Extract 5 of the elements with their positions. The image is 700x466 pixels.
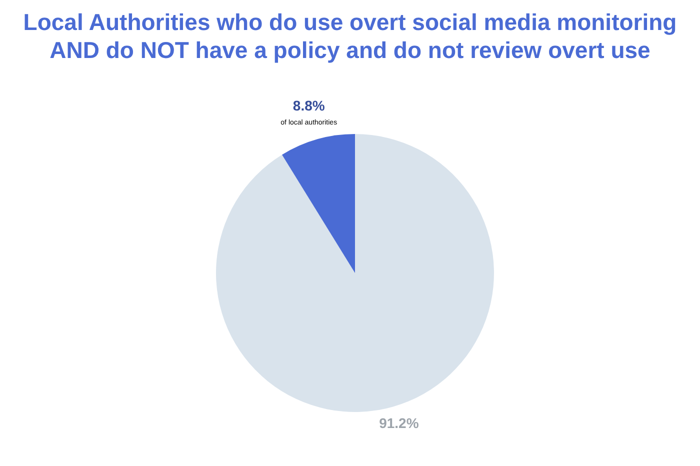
chart-title: Local Authorities who do use overt social media monitoring AND do NOT have a policy and do not review overt use — [22, 8, 678, 64]
pie-slice — [216, 134, 494, 412]
data-label: 91.2% — [379, 414, 420, 431]
data-label: 8.8% — [292, 97, 326, 114]
pie-slice — [282, 134, 355, 273]
